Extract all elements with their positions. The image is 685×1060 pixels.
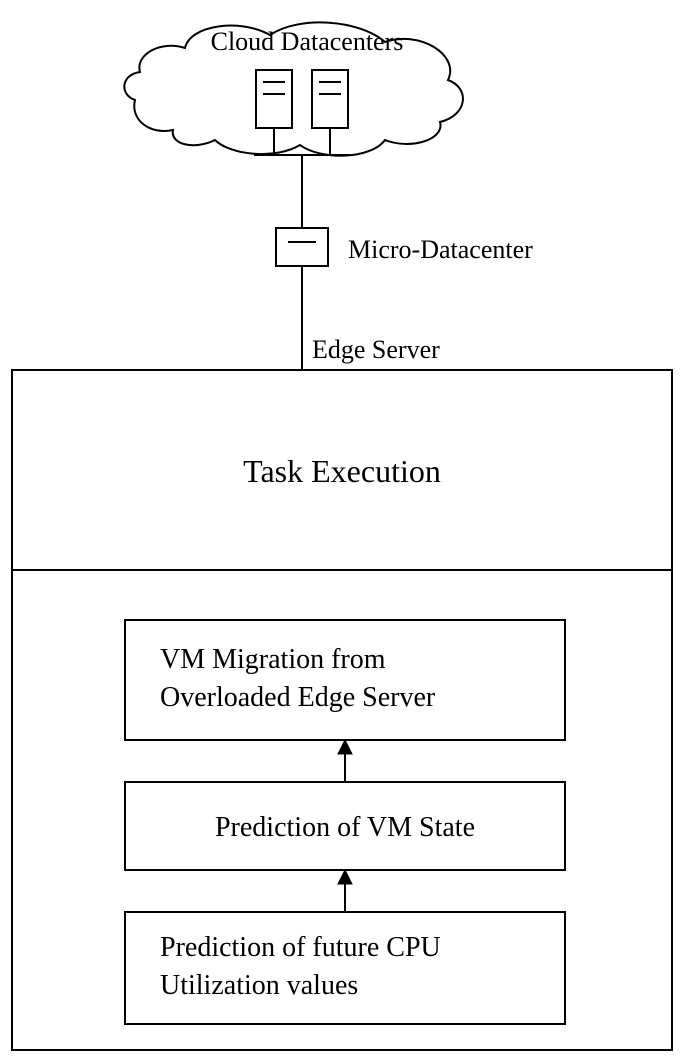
cpu-util-line1: Prediction of future CPU — [160, 932, 441, 963]
cpu-util-line2: Utilization values — [160, 970, 358, 1001]
vm-migration-line1: VM Migration from — [160, 644, 386, 675]
cloud-server-1 — [312, 70, 348, 128]
cloud-label: Cloud Datacenters — [211, 27, 404, 56]
vm-migration-line2: Overloaded Edge Server — [160, 682, 436, 713]
task-execution-label: Task Execution — [243, 453, 441, 489]
vm-migration-box — [125, 620, 565, 740]
vm-state-label: Prediction of VM State — [215, 812, 475, 843]
micro-datacenter-box — [276, 228, 328, 266]
cloud-server-0 — [256, 70, 292, 128]
micro-datacenter-label: Micro-Datacenter — [348, 235, 533, 264]
cpu-util-box — [125, 912, 565, 1024]
edge-server-label: Edge Server — [312, 335, 440, 364]
